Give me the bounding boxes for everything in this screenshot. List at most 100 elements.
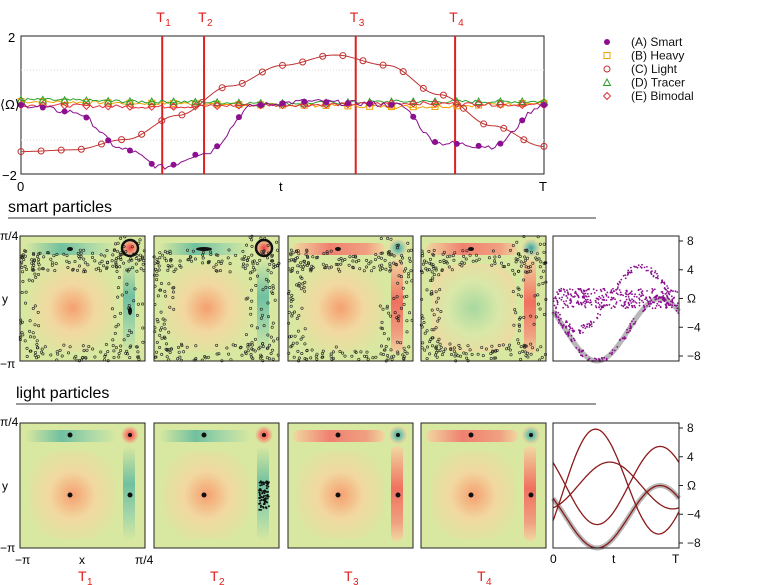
side-point — [644, 308, 646, 311]
smart-particle — [111, 338, 115, 342]
smart-particle — [494, 349, 498, 353]
smart-particle — [291, 297, 295, 301]
smart-particle — [140, 256, 144, 260]
smart-particle — [516, 338, 520, 342]
smart-particle — [260, 313, 264, 317]
light-particle — [267, 505, 270, 508]
series-point — [520, 136, 528, 144]
smart-particle — [430, 328, 434, 332]
side-point — [569, 302, 572, 305]
smart-particle — [33, 272, 37, 276]
smart-field-panel-2 — [152, 234, 281, 363]
smart-particle — [97, 266, 101, 270]
smart-particle — [160, 281, 164, 285]
smart-particle — [114, 346, 118, 350]
smart-particle — [91, 347, 95, 351]
smart-particle — [442, 350, 446, 354]
smart-particle — [250, 238, 254, 242]
smart-particle — [125, 290, 129, 294]
smart-particle — [98, 261, 102, 265]
smart-particle — [42, 255, 46, 259]
side-point — [568, 328, 571, 331]
smart-particle — [268, 343, 272, 347]
smart-particle — [434, 300, 438, 304]
smart-particle — [112, 355, 116, 359]
smart-particle — [367, 262, 371, 266]
series-point — [18, 102, 24, 108]
smart-particle — [116, 249, 120, 253]
smart-particle — [73, 259, 77, 263]
smart-particle — [348, 255, 352, 259]
smart-particle — [540, 355, 544, 359]
side-point — [655, 298, 658, 300]
smart-particle — [405, 280, 409, 284]
smart-particle — [163, 318, 167, 322]
smart-particle — [511, 268, 515, 272]
smart-particle — [128, 345, 132, 349]
smart-particle — [480, 345, 484, 349]
smart-particle — [380, 251, 384, 255]
smart-particle — [19, 318, 23, 322]
smart-particle — [216, 253, 220, 257]
smart-particle — [291, 251, 295, 255]
smart-particle — [299, 337, 303, 341]
smart-particle — [511, 290, 515, 294]
side-point — [671, 298, 674, 301]
smart-particle — [172, 269, 176, 273]
smart-particle — [99, 350, 103, 354]
top-marker-4-label: T — [449, 9, 458, 25]
smart-particle — [28, 349, 32, 353]
side-point — [664, 299, 667, 301]
side-point — [624, 337, 627, 340]
smart-particle — [164, 259, 168, 263]
side-gray-curve — [551, 482, 681, 551]
smart-particle — [249, 312, 253, 316]
smart-particle — [336, 263, 340, 267]
smart-particle — [541, 281, 545, 285]
smart-particle — [377, 255, 381, 259]
series-point — [388, 101, 395, 108]
side-point — [559, 322, 562, 325]
light-particle — [265, 484, 268, 487]
smart-particle — [68, 345, 72, 349]
side-point — [652, 301, 654, 304]
legend-label-2: (B) Heavy — [631, 49, 684, 63]
side-point — [593, 292, 596, 294]
smart-particle — [379, 344, 383, 348]
side-tick-label: −8 — [687, 536, 701, 550]
side-point — [565, 321, 568, 323]
smart-particle — [309, 268, 313, 272]
side-point — [649, 302, 652, 305]
smart-particle — [271, 357, 275, 361]
side-point — [648, 305, 651, 308]
smart-particle — [251, 348, 255, 352]
smart-particle — [79, 251, 83, 255]
smart-particle — [522, 261, 526, 265]
smart-particle — [400, 254, 404, 258]
side-point — [583, 300, 586, 303]
smart-particle — [512, 323, 516, 327]
smart-particle — [443, 347, 447, 351]
smart-particle — [395, 246, 399, 250]
side-point — [583, 290, 585, 293]
smart-particle — [522, 278, 526, 282]
side-point — [602, 304, 605, 307]
smart-particle — [243, 350, 247, 354]
smart-particle — [295, 316, 299, 320]
smart-particle — [98, 269, 102, 273]
smart-particle — [250, 270, 254, 274]
side-point — [651, 307, 654, 310]
smart-particle — [33, 350, 37, 354]
smart-particle — [432, 248, 436, 252]
series-point — [500, 124, 508, 132]
smart-particle — [430, 344, 434, 348]
smart-particle — [525, 248, 529, 252]
side-point — [613, 290, 616, 292]
smart-particle — [161, 253, 165, 257]
side-point — [592, 321, 595, 324]
side-point — [597, 298, 600, 301]
smart-particle — [325, 250, 329, 254]
smart-particle — [534, 315, 538, 319]
smart-particle — [119, 236, 123, 240]
smart-particle — [139, 267, 143, 271]
